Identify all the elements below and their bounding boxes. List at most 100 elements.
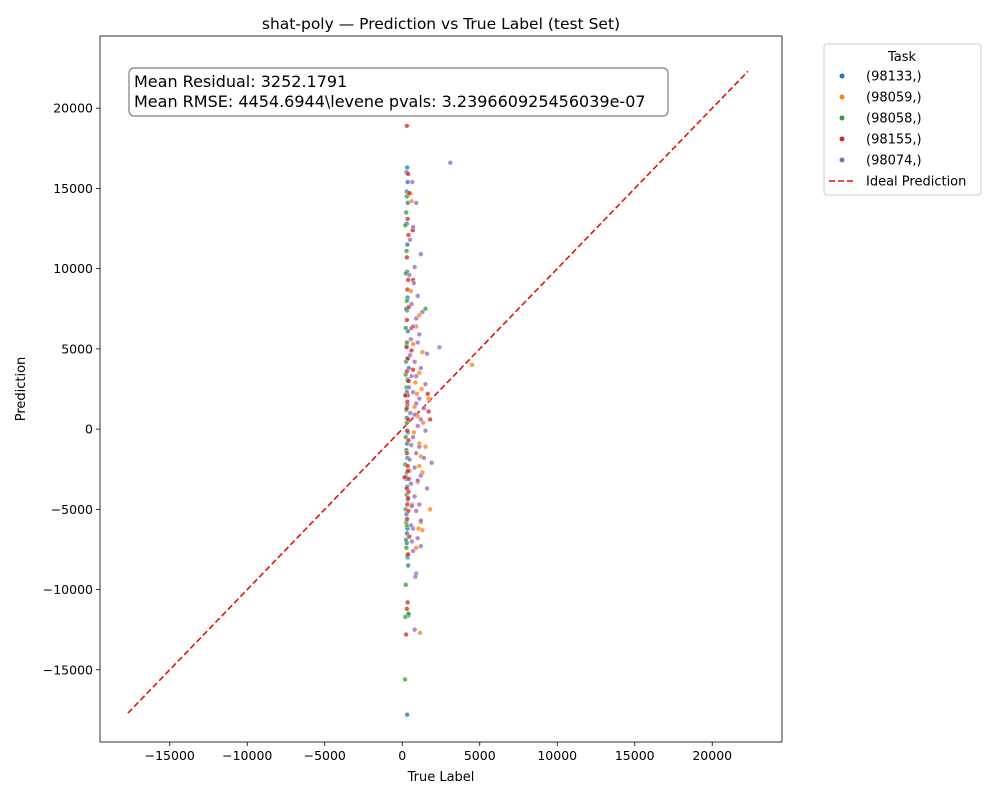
data-point — [403, 545, 410, 551]
data-point — [406, 272, 412, 278]
legend-entry-label: (98155,) — [866, 133, 922, 148]
data-point — [405, 179, 411, 185]
legend-marker — [839, 115, 845, 121]
mean-rmse-text: Mean RMSE: 4454.6944\levene pvals: 3.239… — [134, 92, 646, 111]
data-point — [404, 241, 410, 248]
scatter-points-layer — [401, 123, 475, 718]
data-point — [404, 164, 410, 171]
data-point — [403, 582, 409, 588]
data-point — [413, 200, 419, 206]
legend-marker — [839, 157, 845, 163]
data-point — [404, 298, 410, 304]
data-point — [412, 379, 419, 386]
data-point — [408, 336, 414, 342]
data-point — [405, 611, 412, 617]
legend-items: (98133,) (98059,) (98058,) (98155,) (98074,)… — [829, 70, 966, 190]
data-point — [403, 209, 409, 216]
data-point — [406, 190, 412, 196]
data-point — [415, 293, 421, 299]
data-point — [402, 222, 408, 228]
mean-residual-text: Mean Residual: 3252.1791 — [134, 72, 347, 91]
y-tick-label: 0 — [85, 422, 93, 437]
data-point — [404, 501, 410, 508]
x-tick-label: 15000 — [615, 748, 655, 763]
data-point — [427, 506, 433, 512]
data-point — [410, 224, 416, 230]
y-tick-label: 15000 — [53, 181, 93, 196]
legend-entry-label: (98059,) — [866, 91, 922, 106]
data-point — [409, 538, 415, 545]
data-point — [405, 171, 411, 177]
data-point — [405, 463, 411, 469]
data-point — [412, 493, 418, 500]
data-point — [407, 410, 413, 416]
data-point — [404, 516, 410, 522]
data-point — [408, 522, 414, 528]
legend-frame — [823, 43, 982, 196]
data-point — [404, 399, 410, 405]
data-point — [403, 248, 410, 254]
data-point — [418, 543, 424, 549]
data-point — [405, 551, 411, 557]
data-point — [408, 301, 415, 307]
y-tick-label: −5000 — [51, 502, 93, 517]
data-point — [404, 254, 410, 261]
y-tick-label: 5000 — [61, 341, 93, 356]
data-point — [436, 344, 443, 350]
data-point — [416, 463, 422, 469]
data-point — [409, 179, 415, 185]
data-point — [405, 562, 411, 569]
data-point — [413, 450, 419, 456]
data-point — [405, 599, 411, 606]
legend-ideal-label: Ideal Prediction — [866, 175, 966, 190]
x-tick-label: −10000 — [222, 748, 272, 763]
data-point — [411, 280, 417, 286]
data-point — [447, 160, 453, 166]
ideal-prediction-line — [127, 70, 749, 714]
data-point — [425, 391, 431, 397]
data-point — [407, 457, 413, 463]
y-tick-label: 20000 — [53, 101, 93, 116]
x-tick-label: 20000 — [692, 748, 732, 763]
data-point — [422, 428, 429, 434]
data-point — [412, 465, 418, 471]
data-point — [413, 508, 419, 514]
data-point — [402, 676, 408, 683]
y-tick-label: −15000 — [43, 662, 93, 677]
data-point — [412, 574, 419, 580]
data-point — [411, 429, 417, 435]
data-point — [404, 286, 410, 293]
y-axis-ticks: −15000 −10000 −5000 0 5000 10000 15000 20000 — [43, 101, 100, 677]
data-point — [408, 481, 414, 487]
data-point — [418, 365, 424, 371]
data-point — [404, 450, 410, 456]
data-point — [402, 614, 408, 620]
data-point — [413, 373, 419, 379]
data-point — [418, 517, 424, 524]
data-point — [412, 412, 418, 418]
data-point — [408, 442, 414, 448]
data-point — [410, 434, 416, 440]
data-point — [406, 534, 412, 540]
data-point — [403, 537, 409, 543]
data-point — [418, 473, 424, 479]
data-point — [404, 317, 410, 323]
data-point — [405, 416, 411, 423]
data-point — [413, 315, 419, 322]
y-tick-label: 10000 — [53, 261, 93, 276]
data-point — [415, 423, 421, 429]
data-point — [412, 264, 418, 270]
data-point — [403, 631, 409, 638]
legend-title: Task — [887, 50, 917, 65]
data-point — [403, 344, 410, 350]
data-point — [404, 339, 410, 346]
x-tick-label: 0 — [398, 748, 406, 763]
data-point — [424, 351, 430, 357]
data-point — [422, 381, 429, 387]
data-point — [407, 237, 413, 243]
data-point — [424, 485, 430, 492]
data-point — [429, 460, 435, 466]
data-point — [404, 428, 410, 434]
y-tick-label: −10000 — [43, 582, 93, 597]
